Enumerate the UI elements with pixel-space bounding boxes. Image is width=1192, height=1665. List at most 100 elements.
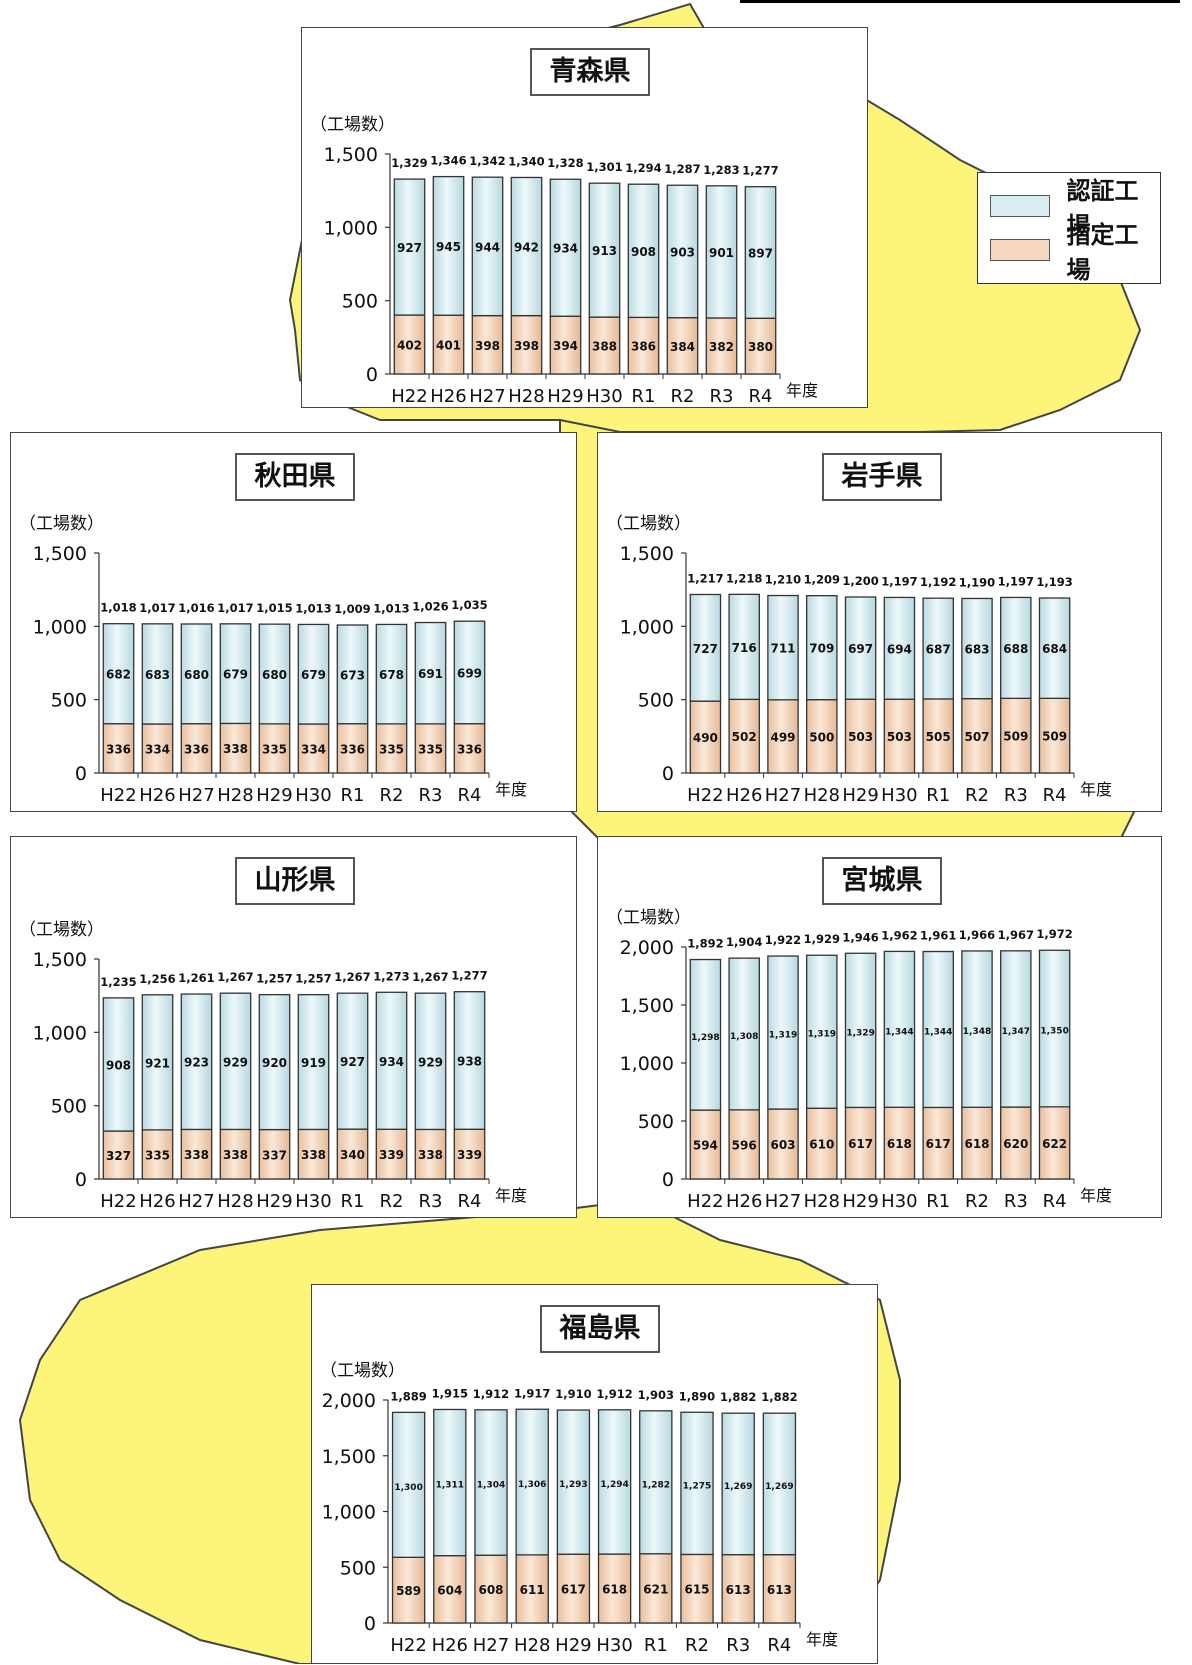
data-label-total: 1,210	[765, 573, 801, 587]
data-label-certified: 683	[964, 643, 989, 657]
data-label-designated: 589	[396, 1584, 421, 1598]
bar-designated	[922, 1106, 954, 1180]
chart-akita: （工場数） 0 500 1,000 1,500 336 682 1,018 H22 334 683 1…	[19, 514, 527, 806]
y-tick-label: 1,000	[322, 1502, 376, 1524]
data-label-total: 1,892	[687, 937, 723, 951]
bar-designated	[433, 1555, 467, 1624]
data-label-certified: 908	[631, 245, 656, 259]
data-label-certified: 929	[223, 1055, 248, 1069]
chart-panel-yamagata: （工場数） 0 500 1,000 1,500 327 908 1,235 H22 335 921 1…	[10, 836, 577, 1218]
data-label-designated: 336	[457, 742, 482, 756]
y-tick-label: 1,000	[620, 616, 674, 638]
data-label-total: 1,328	[547, 156, 583, 170]
data-label-certified: 908	[106, 1058, 131, 1072]
data-label-designated: 386	[631, 340, 656, 354]
x-tick-label: H30	[881, 785, 917, 806]
data-label-total: 1,013	[373, 601, 409, 615]
bar-designated	[510, 314, 543, 375]
data-label-total: 1,026	[412, 600, 448, 614]
bar-certified	[510, 176, 543, 317]
x-tick-label: H30	[295, 785, 331, 806]
x-tick-label: H22	[100, 785, 136, 806]
bar-designated	[728, 698, 760, 774]
data-label-total: 1,197	[881, 574, 917, 588]
data-label-total: 1,267	[412, 970, 448, 984]
data-label-designated: 499	[770, 730, 795, 744]
data-label-designated: 336	[184, 742, 209, 756]
bar-designated	[258, 723, 291, 774]
x-tick-label: R1	[341, 1191, 365, 1212]
x-tick-label: R2	[685, 1635, 709, 1656]
data-label-total: 1,882	[720, 1390, 756, 1404]
data-label-designated: 490	[693, 731, 718, 745]
y-tick-label: 1,500	[324, 144, 378, 166]
bar-certified	[471, 176, 504, 317]
y-tick-label: 1,000	[33, 616, 87, 638]
bar-designated	[744, 317, 777, 375]
data-label-total: 1,922	[765, 933, 801, 947]
data-label-certified: 1,282	[642, 1480, 670, 1490]
data-label-designated: 509	[1003, 730, 1028, 744]
x-tick-label: R3	[710, 386, 734, 407]
data-label-total: 1,200	[842, 574, 878, 588]
bar-certified	[728, 957, 760, 1111]
x-tick-label: R4	[767, 1635, 791, 1656]
x-tick-label: H27	[178, 785, 214, 806]
bar-designated	[961, 697, 993, 774]
x-tick-label: H27	[178, 1191, 214, 1212]
y-axis-label: （工場数）	[310, 115, 395, 135]
x-tick-label: H22	[390, 1635, 426, 1656]
data-label-certified: 716	[732, 641, 757, 655]
data-label-designated: 617	[561, 1583, 586, 1597]
bar-designated	[680, 1553, 714, 1624]
data-label-designated: 401	[436, 339, 461, 353]
data-label-certified: 897	[748, 246, 773, 260]
data-label-certified: 699	[457, 666, 482, 680]
data-label-total: 1,193	[1036, 575, 1072, 589]
data-label-designated: 335	[262, 742, 287, 756]
data-label-certified: 709	[809, 642, 834, 656]
bar-certified	[597, 1409, 632, 1555]
data-label-designated: 617	[926, 1137, 951, 1151]
bar-certified	[219, 623, 252, 725]
bar-certified	[432, 175, 465, 316]
y-tick-label: 1,000	[324, 217, 378, 239]
bar-certified	[767, 955, 799, 1110]
y-tick-label: 0	[75, 763, 87, 785]
x-tick-label: H30	[586, 386, 622, 407]
y-tick-label: 1,000	[620, 1053, 674, 1075]
chart-title: 山形県	[235, 857, 355, 905]
x-axis-label: 年度	[1080, 1186, 1112, 1205]
bar-designated	[762, 1554, 797, 1624]
y-tick-label: 1,500	[620, 995, 674, 1017]
data-label-total: 1,929	[804, 932, 840, 946]
bar-certified	[453, 620, 486, 725]
data-label-certified: 1,344	[885, 1027, 913, 1037]
data-label-total: 1,962	[881, 928, 917, 942]
data-label-total: 1,257	[295, 972, 331, 986]
data-label-certified: 944	[475, 240, 500, 254]
chart-panel-aomori: （工場数） 0 500 1,000 1,500 402 927 1,329 H22 401 945 1…	[301, 27, 868, 408]
data-label-designated: 621	[643, 1582, 668, 1596]
data-label-certified: 1,344	[924, 1027, 952, 1037]
data-label-total: 1,946	[842, 930, 878, 944]
data-label-total: 1,035	[451, 598, 487, 612]
bar-designated	[806, 699, 838, 774]
bar-certified	[258, 623, 291, 725]
data-label-designated: 339	[379, 1148, 404, 1162]
data-label-designated: 402	[397, 339, 422, 353]
x-tick-label: H27	[473, 1635, 509, 1656]
data-label-designated: 338	[223, 742, 248, 756]
data-label-certified: 934	[553, 242, 578, 256]
data-label-certified: 1,319	[769, 1031, 797, 1041]
bar-certified	[102, 623, 135, 725]
data-label-designated: 503	[848, 730, 873, 744]
x-tick-label: R4	[1043, 1191, 1067, 1212]
data-label-total: 1,267	[217, 970, 253, 984]
data-label-total: 1,882	[761, 1390, 797, 1404]
data-label-certified: 938	[457, 1054, 482, 1068]
data-label-total: 1,209	[804, 573, 840, 587]
x-tick-label: H28	[508, 386, 544, 407]
bar-certified	[844, 596, 877, 700]
bar-certified	[102, 997, 135, 1132]
